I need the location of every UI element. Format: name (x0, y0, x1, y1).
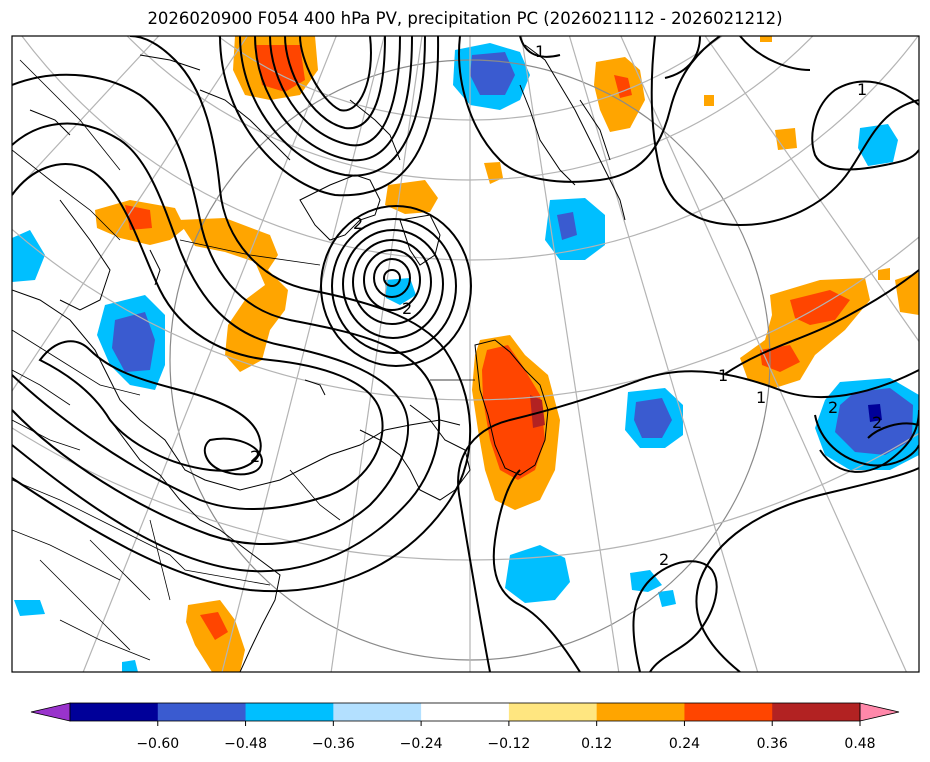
colorbar-cell (245, 703, 334, 721)
political-borders (12, 59, 475, 661)
precip-positive-area (530, 395, 545, 428)
contour-label: 2 (353, 214, 363, 233)
precip-negative-area (658, 590, 676, 607)
colorbar-tick-label: 0.36 (757, 736, 788, 752)
precip-negative-area (14, 600, 45, 616)
precip-negative-area (112, 312, 155, 372)
precip-negative-area (470, 52, 515, 95)
contour-label: 1 (756, 388, 766, 407)
precip-negative-area (557, 212, 577, 240)
contour-label: 2 (872, 413, 882, 432)
colorbar-extend-right (859, 702, 900, 722)
precip-positive-area (484, 162, 503, 184)
colorbar-tick-label: −0.24 (400, 736, 443, 752)
precip-negative-area (858, 124, 898, 166)
contour-label: 2 (250, 447, 260, 466)
contour-label: 1 (718, 366, 728, 385)
precip-positive-area (790, 290, 850, 325)
precip-negative-area (12, 230, 45, 282)
plot-title: 2026020900 F054 400 hPa PV, precipitatio… (147, 9, 783, 28)
pv-contours (12, 36, 919, 672)
colorbar-cell (421, 703, 510, 721)
contour-label: 2 (659, 550, 669, 569)
colorbar-cell (70, 703, 159, 721)
precip-negative-area (505, 545, 570, 603)
precip-shading (12, 36, 919, 672)
map-frame (11, 35, 920, 673)
colorbar-tick-label: −0.60 (136, 736, 179, 752)
colorbar-tick-label: 0.12 (581, 736, 612, 752)
contour-label: 2 (828, 398, 838, 417)
colorbar-cell (508, 703, 598, 721)
colorbar-tick-label: −0.48 (224, 736, 267, 752)
precip-positive-area (704, 95, 714, 106)
precip-positive-area (200, 612, 228, 640)
precip-negative-area (122, 660, 138, 672)
colorbar-extend-left (30, 702, 71, 722)
precip-negative-area (835, 388, 913, 455)
contour-labels: 1 1 1 1 2 2 2 2 2 2 (250, 42, 882, 569)
colorbar: −0.60 −0.48 −0.36 −0.24 −0.12 0.12 0.24 0.36 0.4… (30, 702, 900, 752)
colorbar-tick-label: −0.36 (312, 736, 355, 752)
colorbar-tick-label: 0.24 (669, 736, 700, 752)
precip-positive-area (878, 268, 890, 280)
precip-positive-area (775, 128, 797, 150)
precip-negative-area (868, 404, 882, 422)
precip-positive-area (482, 345, 545, 480)
colorbar-outline (69, 702, 861, 722)
map-panel: 1 1 1 1 2 2 2 2 2 2 (12, 36, 919, 672)
colorbar-tick-label: −0.12 (487, 736, 530, 752)
precip-negative-area (634, 398, 672, 438)
colorbar-cell (596, 703, 685, 721)
colorbar-cell (333, 703, 422, 721)
colorbar-cell (157, 703, 247, 721)
precip-positive-area (760, 36, 772, 42)
contour-label: 1 (535, 42, 545, 61)
contour-label: 2 (402, 299, 412, 318)
colorbar-cell (684, 703, 773, 721)
colorbar-tick-label: 0.48 (844, 736, 875, 752)
colorbar-cell (772, 703, 861, 721)
contour-label: 1 (857, 80, 867, 99)
